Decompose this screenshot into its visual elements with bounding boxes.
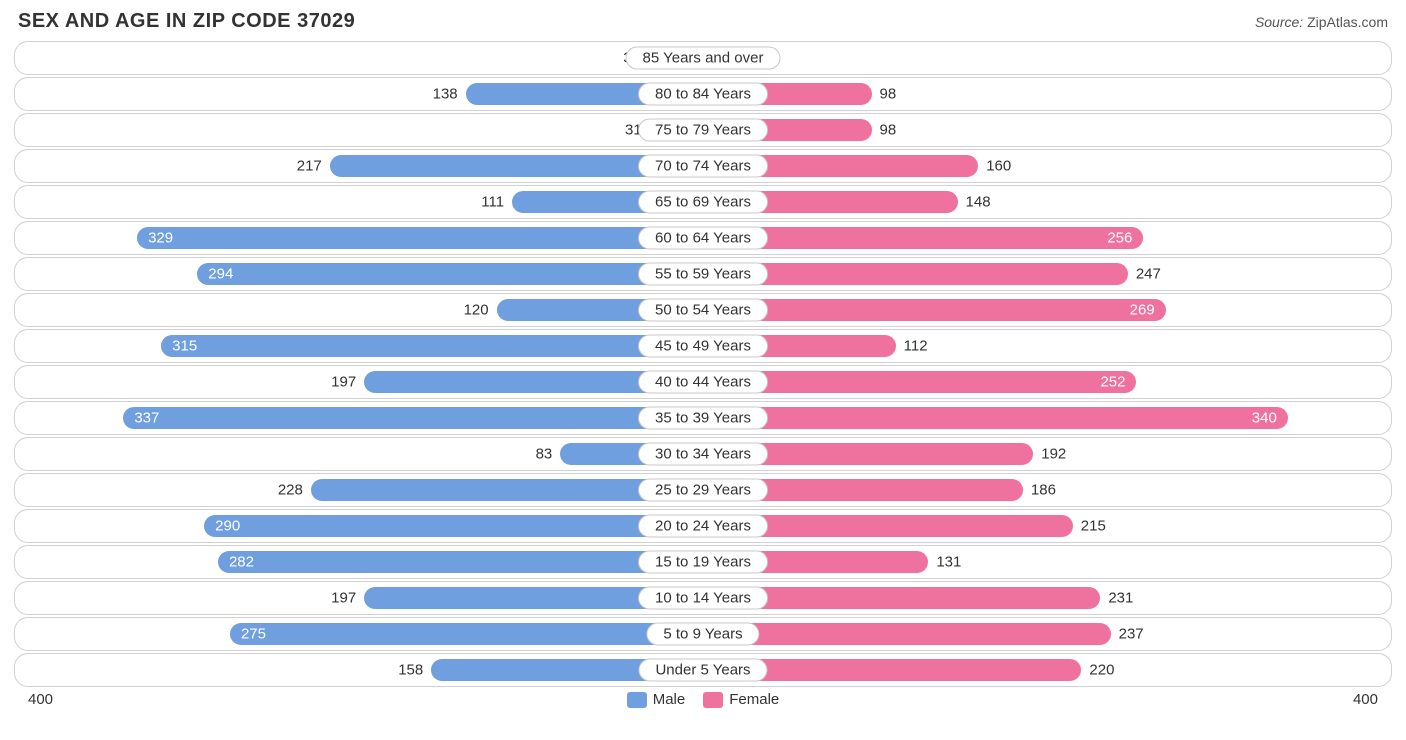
category-label: 20 to 24 Years [638,515,768,538]
chart-source: Source: ZipAtlas.com [1255,14,1388,30]
male-value: 275 [241,626,266,643]
category-label: 65 to 69 Years [638,191,768,214]
female-bar [703,407,1288,429]
female-value: 131 [936,554,961,571]
male-bar [230,623,703,645]
female-value: 237 [1119,626,1144,643]
pyramid-row: 197 231 10 to 14 Years [14,581,1392,615]
legend-label-female: Female [729,691,779,708]
male-value: 138 [433,86,458,103]
male-value: 197 [331,590,356,607]
category-label: 85 Years and over [626,47,781,70]
male-value: 337 [134,410,159,427]
male-value: 329 [148,230,173,247]
female-value: 148 [966,194,991,211]
pyramid-row: 294 247 55 to 59 Years [14,257,1392,291]
category-label: 40 to 44 Years [638,371,768,394]
pyramid-row: 315 112 45 to 49 Years [14,329,1392,363]
pyramid-row: 158 220 Under 5 Years [14,653,1392,687]
category-label: 75 to 79 Years [638,119,768,142]
category-label: 45 to 49 Years [638,335,768,358]
category-label: 50 to 54 Years [638,299,768,322]
male-value: 228 [278,482,303,499]
pyramid-row: 319875 to 79 Years [14,113,1392,147]
legend-label-male: Male [653,691,686,708]
pyramid-row: 138 98 80 to 84 Years [14,77,1392,111]
female-bar [703,299,1166,321]
category-label: 60 to 64 Years [638,227,768,250]
pyramid-row: 290 215 20 to 24 Years [14,509,1392,543]
source-label: Source: [1255,14,1303,30]
pyramid-row: 83 192 30 to 34 Years [14,437,1392,471]
pyramid-row: 120 269 50 to 54 Years [14,293,1392,327]
axis-max-right: 400 [1318,691,1378,708]
source-value: ZipAtlas.com [1307,14,1388,30]
category-label: 55 to 59 Years [638,263,768,286]
chart-title: SEX AND AGE IN ZIP CODE 37029 [18,10,355,33]
female-value: 340 [1252,410,1277,427]
category-label: 35 to 39 Years [638,407,768,430]
female-bar [703,623,1111,645]
male-value: 315 [172,338,197,355]
chart-legend: Male Female [88,691,1318,708]
female-value: 231 [1108,590,1133,607]
axis-max-left: 400 [28,691,88,708]
category-label: 30 to 34 Years [638,443,768,466]
legend-item-male: Male [627,691,686,708]
male-value: 197 [331,374,356,391]
female-value: 247 [1136,266,1161,283]
male-bar [204,515,703,537]
male-value: 290 [215,518,240,535]
category-label: 10 to 14 Years [638,587,768,610]
legend-item-female: Female [703,691,779,708]
category-label: 70 to 74 Years [638,155,768,178]
female-value: 252 [1100,374,1125,391]
category-label: 15 to 19 Years [638,551,768,574]
legend-swatch-male [627,692,647,708]
male-bar [137,227,703,249]
chart-header: SEX AND AGE IN ZIP CODE 37029 Source: Zi… [0,0,1406,37]
male-bar [123,407,703,429]
pyramid-row: 217 160 70 to 74 Years [14,149,1392,183]
female-value: 98 [880,86,897,103]
pyramid-row: 282 131 15 to 19 Years [14,545,1392,579]
male-value: 83 [536,446,553,463]
male-value: 217 [297,158,322,175]
female-value: 112 [904,338,928,355]
chart-footer: 400 Male Female 400 [0,689,1406,708]
female-value: 256 [1107,230,1132,247]
category-label: Under 5 Years [638,659,767,682]
pyramid-row: 197 252 40 to 44 Years [14,365,1392,399]
category-label: 5 to 9 Years [646,623,759,646]
male-value: 120 [464,302,489,319]
male-value: 282 [229,554,254,571]
female-value: 98 [880,122,897,139]
pyramid-row: 275 237 5 to 9 Years [14,617,1392,651]
male-bar [161,335,703,357]
male-value: 294 [208,266,233,283]
female-value: 215 [1081,518,1106,535]
female-value: 269 [1130,302,1155,319]
male-bar [218,551,703,573]
male-value: 158 [398,662,423,679]
pyramid-row: 337 340 35 to 39 Years [14,401,1392,435]
pyramid-row: 228 186 25 to 29 Years [14,473,1392,507]
category-label: 80 to 84 Years [638,83,768,106]
pyramid-row: 111 148 65 to 69 Years [14,185,1392,219]
female-bar [703,227,1143,249]
male-value: 111 [481,194,504,211]
female-value: 220 [1089,662,1114,679]
legend-swatch-female [703,692,723,708]
category-label: 25 to 29 Years [638,479,768,502]
pyramid-row: 329 256 60 to 64 Years [14,221,1392,255]
female-value: 192 [1041,446,1066,463]
female-value: 186 [1031,482,1056,499]
male-bar [197,263,703,285]
female-value: 160 [986,158,1011,175]
population-pyramid-chart: 321685 Years and over 138 98 80 to 84 Years… [0,37,1406,687]
pyramid-row: 321685 Years and over [14,41,1392,75]
female-bar [703,371,1136,393]
